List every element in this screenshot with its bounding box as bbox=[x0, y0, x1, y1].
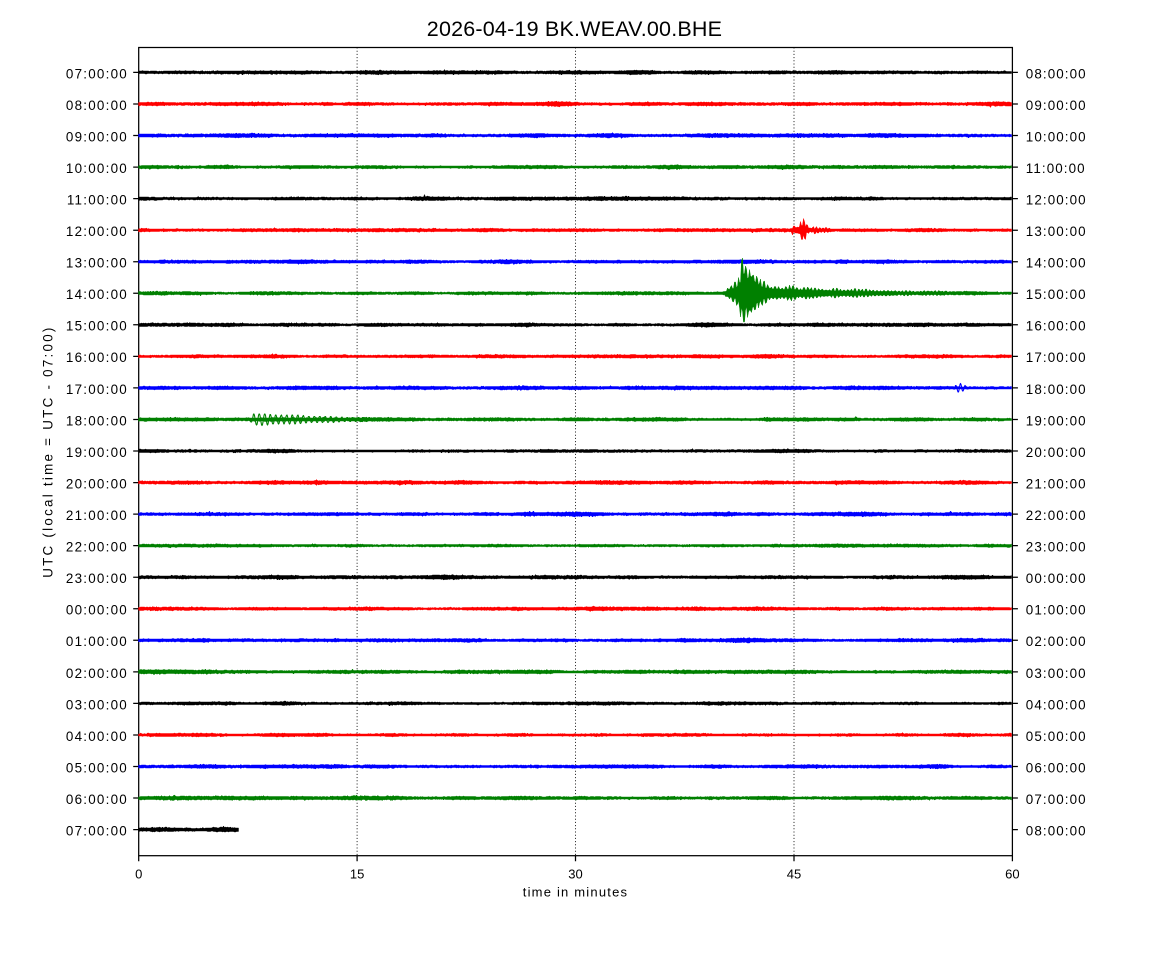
svg-text:04:00:00: 04:00:00 bbox=[66, 729, 128, 744]
svg-text:03:00:00: 03:00:00 bbox=[66, 697, 128, 712]
svg-text:16:00:00: 16:00:00 bbox=[1026, 319, 1087, 334]
svg-text:22:00:00: 22:00:00 bbox=[1026, 508, 1087, 523]
svg-text:21:00:00: 21:00:00 bbox=[66, 508, 128, 523]
svg-text:08:00:00: 08:00:00 bbox=[66, 98, 128, 113]
svg-text:30: 30 bbox=[568, 866, 582, 881]
svg-text:2026-04-19 BK.WEAV.00.BHE: 2026-04-19 BK.WEAV.00.BHE bbox=[427, 17, 722, 41]
svg-text:15:00:00: 15:00:00 bbox=[66, 319, 128, 334]
svg-text:10:00:00: 10:00:00 bbox=[66, 161, 128, 176]
svg-text:08:00:00: 08:00:00 bbox=[1026, 66, 1087, 81]
svg-text:04:00:00: 04:00:00 bbox=[1026, 697, 1087, 712]
svg-text:09:00:00: 09:00:00 bbox=[1026, 98, 1087, 113]
svg-text:05:00:00: 05:00:00 bbox=[66, 760, 128, 775]
svg-text:00:00:00: 00:00:00 bbox=[66, 603, 128, 618]
svg-text:11:00:00: 11:00:00 bbox=[67, 193, 128, 208]
svg-text:13:00:00: 13:00:00 bbox=[1026, 224, 1087, 239]
svg-text:02:00:00: 02:00:00 bbox=[66, 666, 128, 681]
svg-text:16:00:00: 16:00:00 bbox=[66, 350, 128, 365]
svg-text:12:00:00: 12:00:00 bbox=[66, 224, 128, 239]
svg-text:12:00:00: 12:00:00 bbox=[1026, 193, 1087, 208]
svg-text:UTC (local time = UTC - 07:00): UTC (local time = UTC - 07:00) bbox=[41, 325, 56, 577]
svg-text:20:00:00: 20:00:00 bbox=[1026, 445, 1087, 460]
svg-text:15:00:00: 15:00:00 bbox=[1026, 287, 1087, 302]
svg-text:23:00:00: 23:00:00 bbox=[1026, 540, 1087, 555]
svg-text:05:00:00: 05:00:00 bbox=[1026, 729, 1087, 744]
svg-text:06:00:00: 06:00:00 bbox=[1026, 760, 1087, 775]
svg-text:18:00:00: 18:00:00 bbox=[1026, 382, 1087, 397]
svg-text:02:00:00: 02:00:00 bbox=[1026, 634, 1087, 649]
svg-text:17:00:00: 17:00:00 bbox=[1026, 350, 1087, 365]
svg-text:19:00:00: 19:00:00 bbox=[66, 445, 128, 460]
svg-text:0: 0 bbox=[135, 866, 142, 881]
svg-text:17:00:00: 17:00:00 bbox=[66, 382, 128, 397]
svg-text:20:00:00: 20:00:00 bbox=[66, 477, 128, 492]
svg-text:03:00:00: 03:00:00 bbox=[1026, 666, 1087, 681]
svg-text:11:00:00: 11:00:00 bbox=[1026, 161, 1086, 176]
svg-text:18:00:00: 18:00:00 bbox=[66, 413, 128, 428]
svg-text:14:00:00: 14:00:00 bbox=[66, 287, 128, 302]
svg-text:09:00:00: 09:00:00 bbox=[66, 129, 128, 144]
svg-text:23:00:00: 23:00:00 bbox=[66, 571, 128, 586]
svg-text:01:00:00: 01:00:00 bbox=[1026, 603, 1087, 618]
svg-text:time in minutes: time in minutes bbox=[523, 885, 628, 900]
svg-text:22:00:00: 22:00:00 bbox=[66, 540, 128, 555]
svg-text:45: 45 bbox=[787, 866, 801, 881]
svg-text:00:00:00: 00:00:00 bbox=[1026, 571, 1087, 586]
svg-text:21:00:00: 21:00:00 bbox=[1026, 477, 1087, 492]
svg-text:07:00:00: 07:00:00 bbox=[66, 66, 128, 81]
svg-text:13:00:00: 13:00:00 bbox=[66, 256, 128, 271]
svg-text:14:00:00: 14:00:00 bbox=[1026, 256, 1087, 271]
svg-text:07:00:00: 07:00:00 bbox=[1026, 792, 1087, 807]
svg-text:06:00:00: 06:00:00 bbox=[66, 792, 128, 807]
svg-text:07:00:00: 07:00:00 bbox=[66, 824, 128, 839]
svg-text:10:00:00: 10:00:00 bbox=[1026, 129, 1087, 144]
svg-text:60: 60 bbox=[1005, 866, 1019, 881]
svg-text:19:00:00: 19:00:00 bbox=[1026, 413, 1087, 428]
svg-text:08:00:00: 08:00:00 bbox=[1026, 824, 1087, 839]
svg-text:01:00:00: 01:00:00 bbox=[66, 634, 128, 649]
svg-text:15: 15 bbox=[350, 866, 364, 881]
